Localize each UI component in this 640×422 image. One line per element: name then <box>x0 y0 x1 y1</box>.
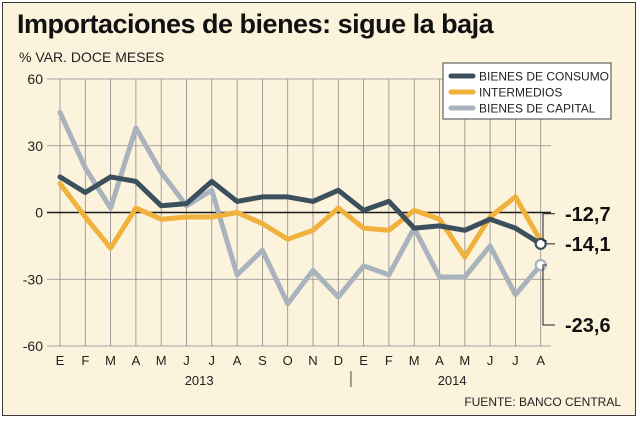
x-tick-label: J <box>209 353 216 368</box>
y-tick-label: 60 <box>27 71 43 87</box>
x-tick-label: E <box>359 353 368 368</box>
x-tick-label: A <box>132 353 141 368</box>
year-label: 2013 <box>185 373 214 388</box>
x-tick-label: D <box>334 353 343 368</box>
x-tick-label: J <box>512 353 519 368</box>
legend-label: INTERMEDIOS <box>479 86 562 100</box>
x-tick-label: A <box>536 353 545 368</box>
x-tick-label: F <box>81 353 89 368</box>
x-tick-label: F <box>385 353 393 368</box>
legend-label: BIENES DE CONSUMO <box>479 70 609 84</box>
x-tick-label: N <box>308 353 317 368</box>
x-tick-label: M <box>156 353 167 368</box>
series-line <box>57 109 544 307</box>
x-tick-label: A <box>233 353 242 368</box>
x-tick-label: O <box>283 353 293 368</box>
annotation-leader <box>542 213 555 242</box>
x-tick-label: S <box>258 353 267 368</box>
chart-title: Importaciones de bienes: sigue la baja <box>17 9 494 39</box>
y-tick-label: 0 <box>35 205 43 221</box>
y-tick-label: -60 <box>23 338 43 354</box>
y-tick-label: -30 <box>23 271 43 287</box>
x-tick-label: E <box>56 353 65 368</box>
x-tick-label: A <box>435 353 444 368</box>
y-tick-label: 30 <box>27 138 43 154</box>
annotation-label: -23,6 <box>565 315 611 337</box>
chart-subtitle: % VAR. DOCE MESES <box>19 49 165 65</box>
series-line <box>57 181 544 260</box>
x-tick-label: J <box>487 353 494 368</box>
chart-panel: Importaciones de bienes: sigue la baja %… <box>2 2 636 416</box>
x-tick-label: J <box>183 353 190 368</box>
year-label: 2014 <box>438 373 467 388</box>
annotation-leader <box>542 264 555 326</box>
source-note: FUENTE: BANCO CENTRAL <box>464 395 621 409</box>
annotation-label: -14,1 <box>565 234 611 256</box>
x-tick-label: M <box>409 353 420 368</box>
x-tick-label: M <box>105 353 116 368</box>
legend-label: BIENES DE CAPITAL <box>479 102 596 116</box>
annotation-label: -12,7 <box>565 204 611 226</box>
x-tick-label: M <box>459 353 470 368</box>
series-line <box>57 174 544 247</box>
end-marker <box>534 237 547 250</box>
